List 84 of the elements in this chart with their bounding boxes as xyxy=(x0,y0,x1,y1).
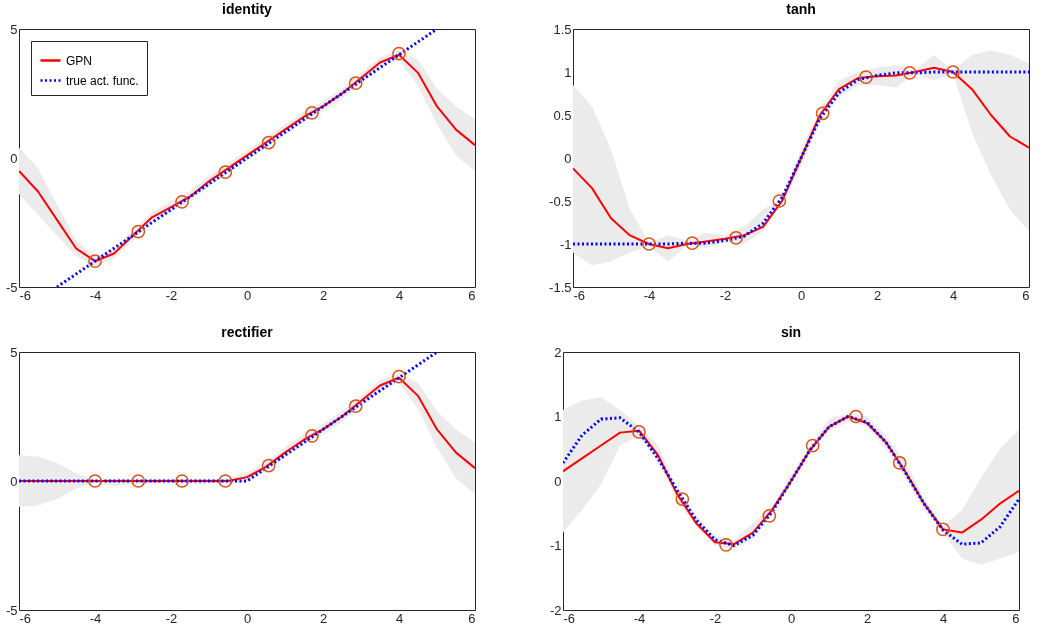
point xyxy=(348,76,363,91)
legend-label: GPN xyxy=(66,53,93,68)
point xyxy=(261,458,276,473)
x-tick-label: -2 xyxy=(709,610,722,626)
x-tick-label: -4 xyxy=(89,610,102,626)
point xyxy=(859,70,873,85)
point xyxy=(902,66,917,80)
x-tick-label: 6 xyxy=(468,610,476,626)
chart-title: rectifier xyxy=(221,324,274,340)
point xyxy=(88,474,102,488)
point xyxy=(88,254,102,269)
x-tick-label: 2 xyxy=(873,287,882,303)
y-tick-label: 0 xyxy=(10,473,18,489)
x-tick-label: 4 xyxy=(949,287,958,303)
x-tick-label: 0 xyxy=(797,287,806,303)
x-tick-label: -6 xyxy=(563,610,576,626)
x-tick-label: 2 xyxy=(319,287,328,303)
x-tick-label: 4 xyxy=(939,610,948,626)
chart-title: sin xyxy=(780,324,802,340)
y-tick-label: -5 xyxy=(5,602,18,618)
point xyxy=(175,195,189,209)
point xyxy=(685,236,700,250)
x-tick-label: -6 xyxy=(19,287,32,303)
x-tick-label: 0 xyxy=(243,287,252,303)
point xyxy=(348,399,363,414)
x-tick-label: 6 xyxy=(1022,287,1030,303)
x-tick-label: -6 xyxy=(573,287,586,303)
point xyxy=(936,522,950,537)
point xyxy=(632,425,646,439)
point xyxy=(892,456,907,470)
legend-label: true act. func. xyxy=(66,73,139,88)
x-tick-label: 6 xyxy=(468,287,476,303)
y-tick-label: 1 xyxy=(554,409,562,424)
x-tick-label: 0 xyxy=(787,610,796,626)
x-tick-label: 0 xyxy=(243,610,252,626)
y-tick-label: -0.5 xyxy=(549,193,572,209)
y-tick-label: 2 xyxy=(554,344,562,360)
x-tick-label: 2 xyxy=(863,610,872,626)
x-tick-label: -4 xyxy=(89,287,102,303)
point xyxy=(305,428,319,443)
x-tick-label: 4 xyxy=(395,287,404,303)
y-tick-label: -1 xyxy=(559,236,572,252)
point xyxy=(218,165,233,180)
point xyxy=(175,474,189,488)
y-tick-label: 0 xyxy=(10,150,18,166)
x-tick-label: 4 xyxy=(395,610,404,626)
x-tick-label: -4 xyxy=(633,610,646,626)
point xyxy=(305,105,319,120)
y-tick-label: -1 xyxy=(549,538,562,553)
y-tick-label: -1.5 xyxy=(549,279,572,295)
y-tick-label: 0 xyxy=(554,473,562,489)
point xyxy=(392,46,406,61)
x-tick-label: 2 xyxy=(319,610,328,626)
point xyxy=(392,369,406,384)
point xyxy=(131,474,146,488)
point xyxy=(719,537,733,552)
point xyxy=(642,237,656,251)
line-series xyxy=(19,376,475,482)
y-tick-label: 0.5 xyxy=(553,107,572,123)
x-tick-label: -2 xyxy=(719,287,732,303)
point xyxy=(946,65,960,79)
point xyxy=(729,231,743,245)
point xyxy=(675,492,690,506)
point xyxy=(762,508,777,523)
y-tick-label: 5 xyxy=(10,21,18,37)
y-tick-label: 1 xyxy=(564,64,572,80)
y-tick-label: -5 xyxy=(5,279,18,295)
x-tick-label: 6 xyxy=(1012,610,1020,626)
point xyxy=(261,135,276,150)
chart-title: tanh xyxy=(786,1,816,17)
x-tick-label: -2 xyxy=(165,610,178,626)
x-tick-label: -4 xyxy=(643,287,656,303)
point xyxy=(772,194,787,208)
x-tick-label: -6 xyxy=(19,610,32,626)
point xyxy=(805,438,820,453)
y-tick-label: 5 xyxy=(10,344,18,360)
x-tick-label: -2 xyxy=(165,287,178,303)
chart-title: identity xyxy=(222,1,273,17)
y-tick-label: 1.5 xyxy=(553,21,572,37)
point xyxy=(815,106,830,121)
point xyxy=(218,474,233,488)
y-tick-label: 0 xyxy=(564,150,572,166)
point xyxy=(849,409,863,424)
point xyxy=(131,224,146,239)
